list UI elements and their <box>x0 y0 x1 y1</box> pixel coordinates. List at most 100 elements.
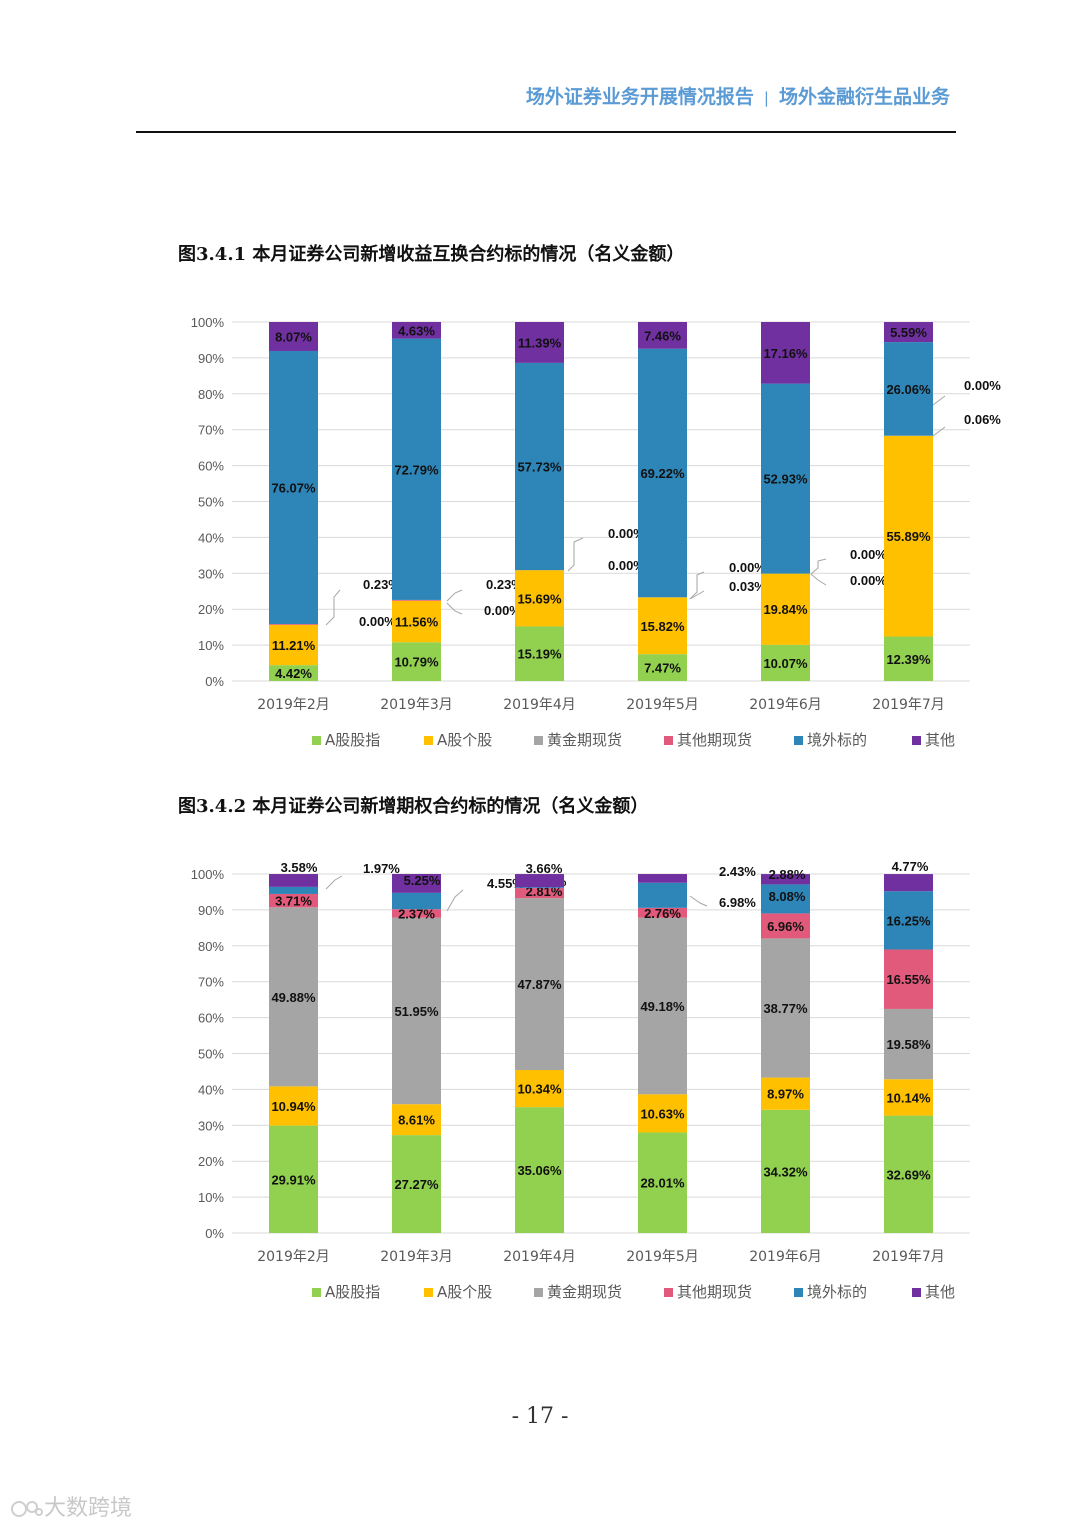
bar-segment-other <box>515 874 564 888</box>
bar-segment-a-share-stock <box>515 1070 564 1108</box>
data-label: 8.07% <box>275 329 312 344</box>
data-label: 7.46% <box>644 328 681 343</box>
bar-segment-a-share-stock <box>269 1086 318 1126</box>
bar-segment-other <box>884 322 933 343</box>
legend-label-gold: 黄金期现货 <box>547 731 622 749</box>
leader-line <box>567 537 584 572</box>
data-label: 49.88% <box>271 990 316 1005</box>
data-label: 5.25% <box>404 873 441 888</box>
data-label: 0.00% <box>608 526 645 541</box>
bar-segment-gold <box>269 907 318 1087</box>
x-tick-label: 2019年3月 <box>380 1249 453 1265</box>
bar-segment-a-share-index <box>638 1132 687 1233</box>
bar-segment-other-futures <box>761 913 810 939</box>
x-tick-label: 2019年2月 <box>257 1249 330 1265</box>
x-tick-label: 2019年5月 <box>626 1249 699 1265</box>
bar-segment-a-share-index <box>638 654 687 681</box>
legend-label-other-futures: 其他期现货 <box>677 1283 752 1301</box>
bar-segment-overseas <box>884 891 933 950</box>
bar-segment-gold <box>884 1008 933 1080</box>
bar-segment-a-share-index <box>761 1109 810 1233</box>
header-rule <box>136 131 956 133</box>
data-label: 52.93% <box>763 472 808 487</box>
y-tick-label: 90% <box>198 903 224 918</box>
data-label: 3.66% <box>526 861 563 876</box>
bar-segment-other-futures <box>884 949 933 1009</box>
data-label: 0.06% <box>964 412 1001 427</box>
legend-swatch-a-share-stock <box>424 736 433 745</box>
legend-swatch-overseas <box>794 1288 803 1297</box>
bar-segment-other <box>269 322 318 351</box>
leader-line <box>932 395 946 406</box>
legend-swatch-a-share-index <box>312 736 321 745</box>
bar-segment-overseas <box>638 882 687 908</box>
bar-segment-other-futures <box>638 907 687 918</box>
data-label: 8.08% <box>769 889 806 904</box>
y-tick-label: 70% <box>198 975 224 990</box>
data-label: 49.18% <box>640 999 685 1014</box>
x-tick-label: 2019年7月 <box>872 1249 945 1265</box>
data-label: 2.37% <box>398 906 435 921</box>
bar-segment-a-share-index <box>269 1125 318 1233</box>
data-label: 10.07% <box>763 656 808 671</box>
y-tick-label: 50% <box>198 1047 224 1062</box>
bar-segment-overseas <box>269 886 318 894</box>
leader-line <box>932 426 946 437</box>
bar-segment-a-share-stock <box>761 1077 810 1110</box>
report-header: 场外证券业务开展情况报告 | 场外金融衍生品业务 <box>526 82 950 109</box>
data-label: 0.00% <box>359 614 396 629</box>
data-label: 1.97% <box>363 861 400 876</box>
figure-3-4-2-title: 图3.4.2 本月证券公司新增期权合约标的情况（名义金额） <box>178 796 649 817</box>
data-label: 10.79% <box>394 655 439 670</box>
bar-segment-a-share-stock <box>392 1104 441 1136</box>
bar-segment-other <box>392 322 441 339</box>
bar-segment-other-futures <box>515 888 564 899</box>
data-label: 28.01% <box>640 1176 685 1191</box>
x-tick-label: 2019年7月 <box>872 697 945 713</box>
bar-segment-other-futures <box>392 599 441 601</box>
data-label: 19.84% <box>763 602 808 617</box>
bar-segment-a-share-index <box>884 636 933 681</box>
legend-label-other: 其他 <box>925 1283 955 1301</box>
bar-segment-a-share-index <box>515 1107 564 1233</box>
data-label: 6.98% <box>719 895 756 910</box>
y-tick-label: 80% <box>198 387 224 402</box>
y-tick-label: 50% <box>198 495 224 510</box>
figure-3-4-1-title: 图3.4.1 本月证券公司新增收益互换合约标的情况（名义金额） <box>178 244 685 265</box>
y-tick-label: 0% <box>205 1226 224 1241</box>
data-label: 12.39% <box>886 652 931 667</box>
data-label: 6.96% <box>767 919 804 934</box>
data-label: 8.61% <box>398 1113 435 1128</box>
x-tick-label: 2019年2月 <box>257 697 330 713</box>
legend-label-a-share-index: A股股指 <box>325 731 380 749</box>
data-label: 55.89% <box>886 529 931 544</box>
data-label: 11.21% <box>272 638 316 653</box>
data-label: 5.59% <box>890 325 927 340</box>
bar-segment-other <box>884 874 933 892</box>
y-tick-label: 0% <box>205 674 224 689</box>
y-tick-label: 20% <box>198 1154 224 1169</box>
data-label: 10.94% <box>271 1099 316 1114</box>
data-label: 15.19% <box>517 647 562 662</box>
data-label: 47.87% <box>517 977 562 992</box>
data-label: 10.34% <box>517 1082 562 1097</box>
bar-segment-other <box>269 874 318 887</box>
bar-segment-other <box>761 322 810 384</box>
data-label: 4.55% <box>487 876 524 891</box>
data-label: 32.69% <box>886 1167 931 1182</box>
data-label: 27.27% <box>394 1177 439 1192</box>
legend-swatch-a-share-stock <box>424 1288 433 1297</box>
y-tick-label: 10% <box>198 638 224 653</box>
data-label: 0.03% <box>729 579 766 594</box>
data-label: 0.00% <box>964 378 1001 393</box>
data-label: 72.79% <box>394 462 439 477</box>
data-label: 2.76% <box>644 906 681 921</box>
bar-segment-other-futures <box>392 909 441 918</box>
data-label: 16.25% <box>886 913 931 928</box>
leader-line <box>810 558 827 575</box>
bar-segment-a-share-stock <box>515 570 564 627</box>
leader-line <box>446 602 463 615</box>
data-label: 3.58% <box>281 860 318 875</box>
legend-swatch-other <box>912 736 921 745</box>
data-label: 26.06% <box>886 382 931 397</box>
